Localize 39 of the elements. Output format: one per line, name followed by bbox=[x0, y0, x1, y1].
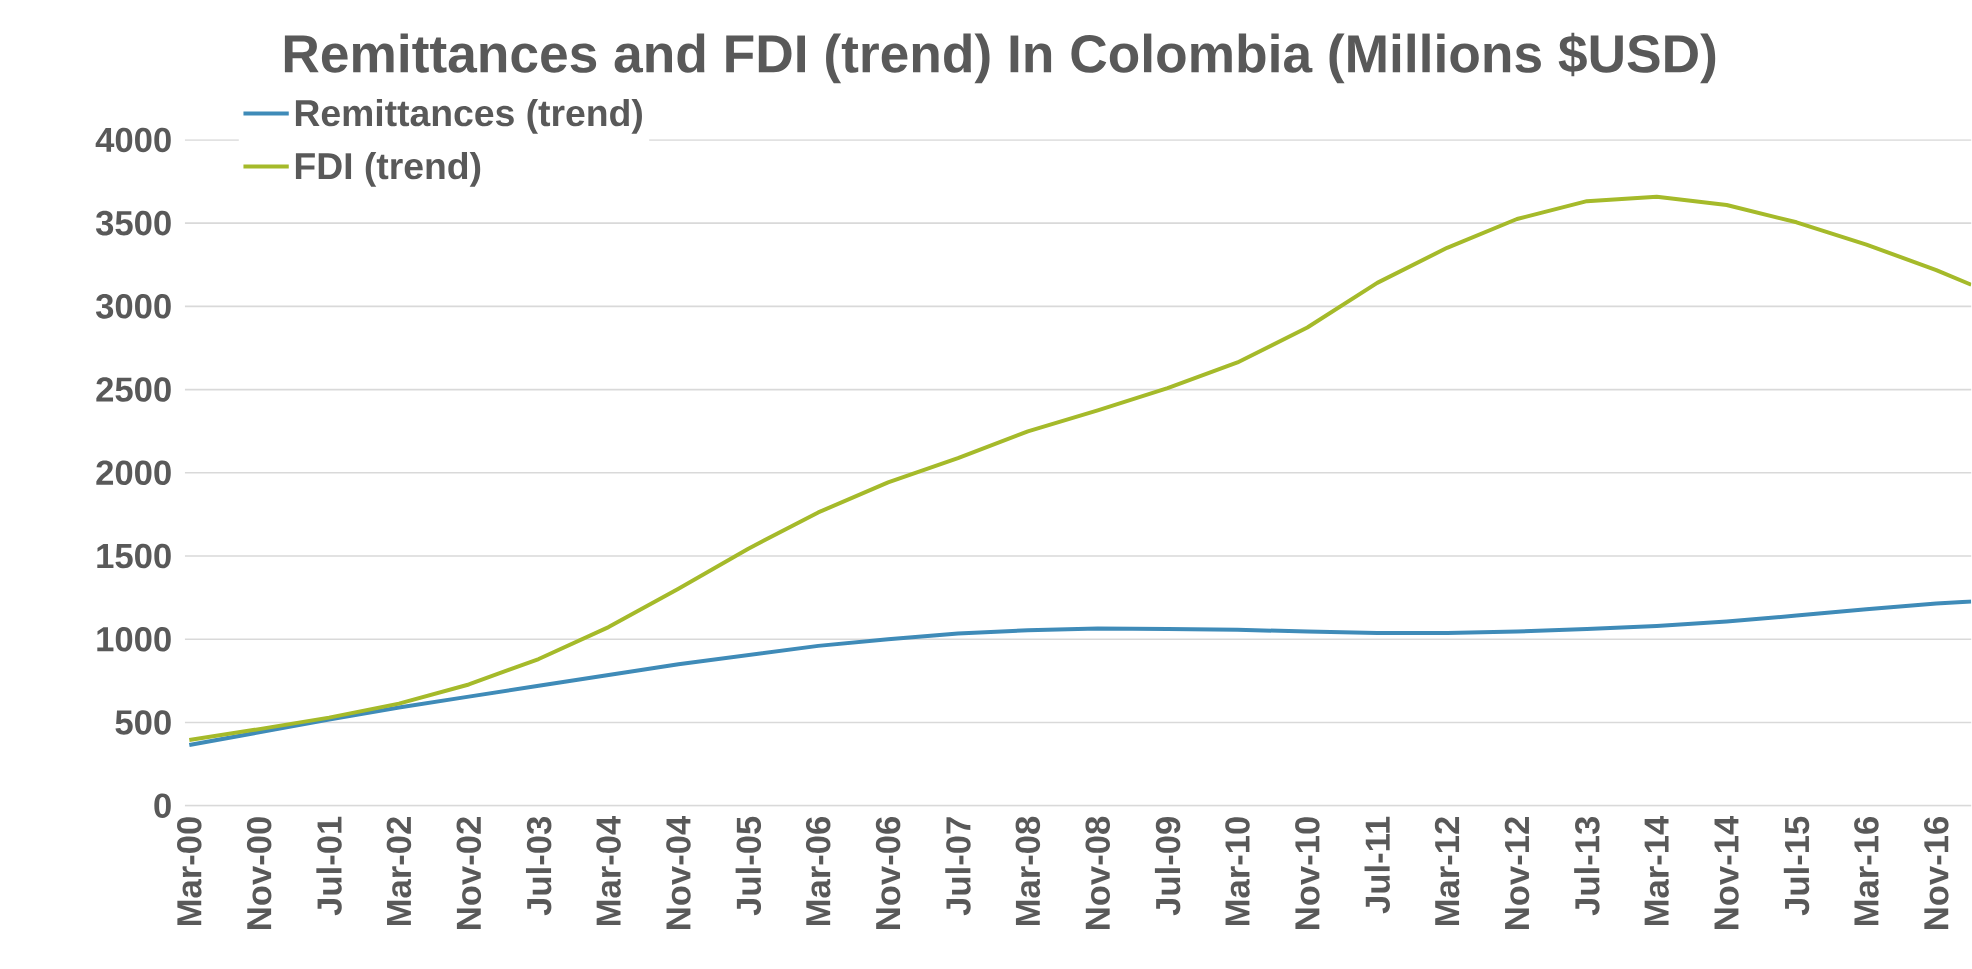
x-tick-label: Nov-00 bbox=[246, 817, 272, 930]
y-tick-label: 0 bbox=[154, 793, 171, 819]
x-tick-label: Jul-05 bbox=[735, 816, 762, 916]
chart-title: Remittances and FDI (trend) In Colombia (Millions $USD) bbox=[284, 32, 1716, 84]
x-tick-label: Nov-12 bbox=[1504, 817, 1530, 930]
x-tick-label: Nov-16 bbox=[1924, 817, 1949, 930]
legend-label: Remittances (trend) bbox=[295, 99, 642, 134]
y-tick-label: 500 bbox=[115, 710, 171, 735]
y-tick-label: 1000 bbox=[97, 627, 171, 652]
line-series bbox=[187, 194, 1972, 743]
x-tick-label: Jul-07 bbox=[945, 817, 971, 916]
y-tick-label: 1500 bbox=[97, 543, 171, 569]
x-tick-label: Mar-06 bbox=[805, 817, 831, 926]
x-tick-label: Mar-10 bbox=[1225, 817, 1250, 926]
y-tick-label: 2000 bbox=[96, 460, 171, 486]
x-tick-label: Nov-04 bbox=[666, 816, 691, 930]
y-tick-label: 2500 bbox=[96, 377, 171, 403]
y-tick-label: 4000 bbox=[95, 127, 171, 153]
x-tick-label: Mar-12 bbox=[1434, 817, 1460, 926]
y-tick-label: 3000 bbox=[95, 294, 171, 319]
x-tick-label: Nov-10 bbox=[1295, 817, 1320, 930]
x-tick-label: Jul-15 bbox=[1783, 816, 1810, 916]
x-tick-label: Jul-09 bbox=[1154, 817, 1181, 916]
x-tick-label: Nov-08 bbox=[1085, 816, 1110, 930]
x-tick-label: Jul-11 bbox=[1364, 816, 1390, 914]
x-tick-label: Jul-03 bbox=[525, 817, 552, 916]
x-tick-label: Mar-00 bbox=[177, 817, 202, 926]
x-tick-label: Nov-14 bbox=[1714, 816, 1739, 930]
x-tick-label: Jul-13 bbox=[1574, 817, 1600, 916]
x-tick-label: Nov-02 bbox=[456, 817, 482, 930]
x-tick-label: Nov-06 bbox=[875, 817, 901, 930]
x-tick-label: Mar-04 bbox=[596, 816, 621, 926]
y-tick-label: 3500 bbox=[95, 211, 171, 236]
x-tick-label: Mar-14 bbox=[1644, 816, 1669, 926]
x-tick-label: Mar-08 bbox=[1015, 816, 1041, 926]
x-tick-label: Mar-02 bbox=[386, 817, 412, 926]
x-tick-label: Jul-01 bbox=[316, 816, 342, 916]
x-tick-label: Mar-16 bbox=[1854, 817, 1879, 926]
legend-label: FDI (trend) bbox=[295, 152, 481, 187]
